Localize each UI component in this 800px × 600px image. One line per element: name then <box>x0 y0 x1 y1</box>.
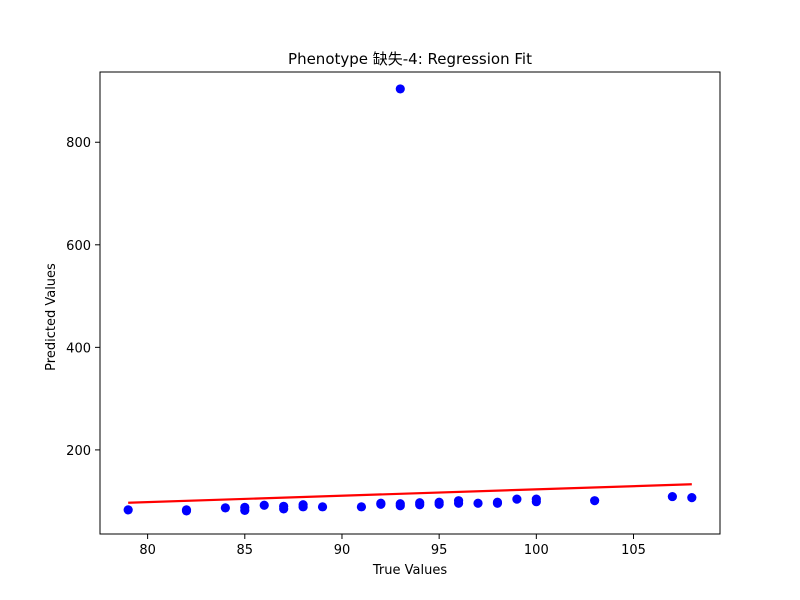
data-point <box>240 502 250 512</box>
x-tick-label: 85 <box>237 543 254 558</box>
data-point <box>531 494 541 504</box>
y-tick-label: 800 <box>66 136 91 151</box>
data-point <box>687 492 697 503</box>
x-axis-label: True Values <box>372 563 447 578</box>
y-tick-label: 200 <box>66 444 91 459</box>
data-point <box>123 505 133 515</box>
data-point <box>512 494 522 504</box>
x-tick-label: 80 <box>139 543 156 558</box>
data-point <box>376 498 386 508</box>
data-point <box>415 498 425 508</box>
data-point <box>317 502 328 512</box>
x-tick-label: 95 <box>431 543 448 558</box>
data-point <box>181 505 192 515</box>
y-tick-label: 600 <box>66 239 91 254</box>
data-point <box>220 503 230 513</box>
data-point <box>492 497 503 507</box>
data-point <box>453 496 464 506</box>
data-point <box>298 500 308 510</box>
data-point <box>356 502 367 512</box>
data-point <box>259 500 269 510</box>
regression-fit-line <box>128 483 692 504</box>
x-tick-label: 90 <box>334 543 351 558</box>
plot-area: 80 85 90 95 100 105 200 400 600 800 <box>66 71 721 558</box>
data-point <box>279 501 289 511</box>
axes-frame <box>99 71 721 535</box>
data-point <box>473 498 483 508</box>
x-tick-label: 105 <box>621 543 646 558</box>
data-point <box>395 499 405 509</box>
chart-title: Phenotype 缺失-4: Regression Fit <box>288 50 532 68</box>
data-point <box>395 84 405 94</box>
y-tick-label: 400 <box>66 341 91 356</box>
x-tick-label: 100 <box>524 543 549 558</box>
data-point <box>667 491 677 502</box>
data-point <box>590 496 600 506</box>
y-axis-label: Predicted Values <box>44 263 59 371</box>
data-point <box>434 497 444 507</box>
